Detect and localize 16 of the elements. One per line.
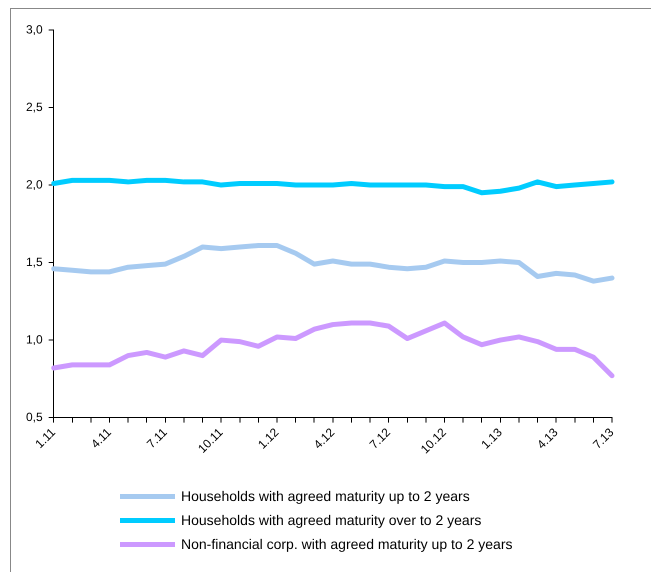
x-tick-label: 1.11 bbox=[32, 425, 58, 452]
y-tick-label: 2,0 bbox=[26, 177, 43, 192]
y-tick-label: 1,0 bbox=[26, 332, 43, 346]
y-tick-label: 1,5 bbox=[26, 254, 43, 269]
x-tick-label: 7.11 bbox=[144, 425, 170, 452]
x-tick-label: 4.13 bbox=[534, 425, 561, 452]
x-tick-label: 7.12 bbox=[366, 425, 394, 452]
x-tick-label: 4.12 bbox=[310, 425, 338, 452]
y-tick-label: 0,5 bbox=[26, 410, 43, 424]
legend-label: Households with agreed maturity up to 2 years bbox=[181, 488, 470, 504]
legend-label: Households with agreed maturity over to 2 years bbox=[181, 512, 482, 528]
legend-label: Non-financial corp. with agreed maturity up to 2 years bbox=[181, 536, 512, 552]
x-tick-label: 4.11 bbox=[88, 425, 114, 452]
y-tick-label: 2,5 bbox=[26, 100, 43, 114]
y-tick-label: 3,0 bbox=[26, 22, 43, 36]
x-tick-label: 7.13 bbox=[590, 425, 617, 452]
